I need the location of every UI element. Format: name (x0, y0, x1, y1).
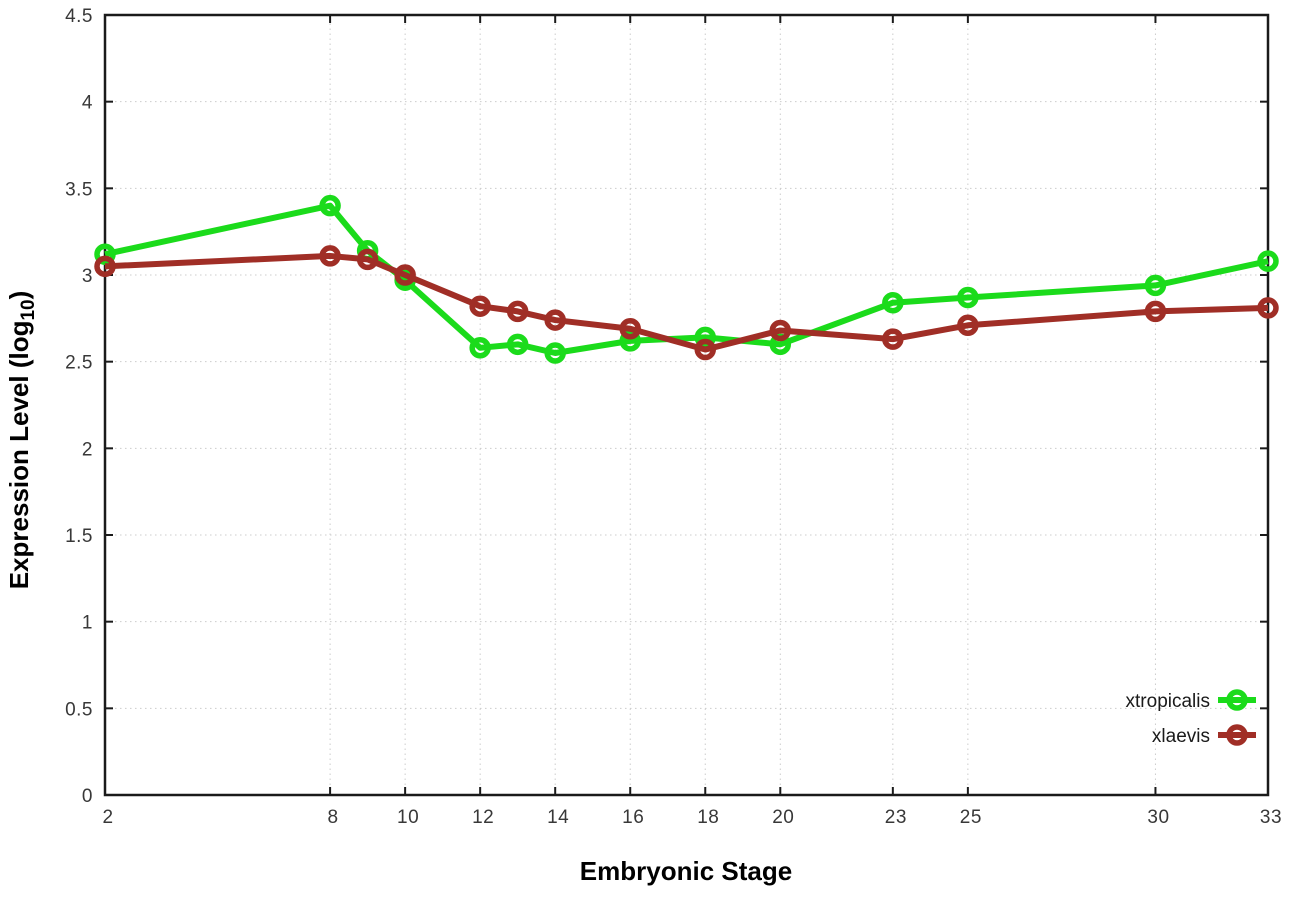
legend-sample-marker (1226, 689, 1248, 711)
data-point-marker (769, 319, 792, 342)
y-tick-label: 0 (82, 786, 93, 807)
y-tick-label: 0.5 (65, 699, 93, 720)
y-tick-label: 2.5 (65, 353, 93, 374)
y-tick-label: 3.5 (65, 179, 93, 200)
data-point-marker (506, 300, 529, 323)
y-axis-title-subscript: 10 (18, 299, 39, 320)
data-point-marker (1144, 300, 1167, 323)
axis-ticks (104, 14, 1269, 796)
legend-label-xlaevis: xlaevis (1152, 726, 1210, 747)
data-point-marker (356, 248, 379, 271)
y-tick-label: 3 (82, 266, 93, 287)
y-tick-label: 1.5 (65, 526, 93, 547)
tick-labels: 2 8 10 12 14 16 18 20 23 25 30 33 0 0.5 1 1.5 2 2.5 3 3.5 4 4… (65, 6, 1282, 828)
y-axis-title-main: Expression Level (log (4, 321, 34, 590)
data-point-marker (1144, 274, 1167, 297)
gridlines (105, 15, 1268, 795)
legend-label-xtropicalis: xtropicalis (1126, 691, 1210, 712)
x-tick-label: 25 (960, 807, 982, 828)
x-tick-label: 14 (547, 807, 569, 828)
data-point-marker (469, 337, 491, 359)
data-point-marker (957, 314, 979, 337)
x-tick-label: 16 (622, 807, 644, 828)
data-point-marker (319, 194, 341, 217)
x-axis-title: Embryonic Stage (580, 856, 792, 886)
x-tick-label: 2 (102, 807, 113, 828)
data-point-marker (882, 291, 904, 314)
x-tick-label: 8 (328, 807, 339, 828)
series-xtropicalis (94, 194, 1279, 364)
data-point-marker (506, 333, 529, 356)
x-tick-label: 33 (1260, 807, 1282, 828)
y-axis-title: Expression Level (log10) (4, 291, 39, 590)
data-point-marker (469, 295, 491, 317)
data-series (94, 194, 1279, 364)
legend: xtropicalis xlaevis (1126, 689, 1256, 747)
x-tick-label: 10 (397, 807, 419, 828)
series-xlaevis (94, 245, 1279, 361)
data-point-marker (694, 338, 717, 361)
x-tick-label: 30 (1147, 807, 1169, 828)
data-point-marker (882, 328, 904, 350)
data-point-marker (1257, 297, 1279, 319)
x-tick-label: 12 (472, 807, 494, 828)
plot-border (103, 13, 1270, 797)
data-point-marker (319, 245, 341, 267)
y-tick-label: 1 (82, 613, 93, 634)
data-point-marker (694, 326, 717, 349)
data-point-marker (394, 264, 416, 286)
data-point-marker (619, 330, 641, 352)
legend-samples (1218, 689, 1256, 746)
y-axis-title-suffix: ) (4, 291, 34, 300)
legend-sample-marker (1226, 724, 1248, 746)
y-tick-label: 4.5 (65, 6, 93, 27)
y-tick-label: 2 (82, 439, 93, 460)
y-tick-label: 4 (82, 93, 93, 114)
data-point-marker (544, 342, 566, 364)
data-point-marker (1257, 250, 1279, 272)
series-line-xtropicalis (104, 202, 1269, 356)
data-point-marker (94, 243, 116, 265)
x-tick-label: 20 (772, 807, 794, 828)
data-point-marker (94, 255, 116, 278)
data-point-marker (957, 286, 979, 309)
x-tick-label: 23 (885, 807, 907, 828)
data-point-marker (544, 309, 566, 331)
data-point-marker (619, 317, 641, 340)
x-tick-label: 18 (697, 807, 719, 828)
